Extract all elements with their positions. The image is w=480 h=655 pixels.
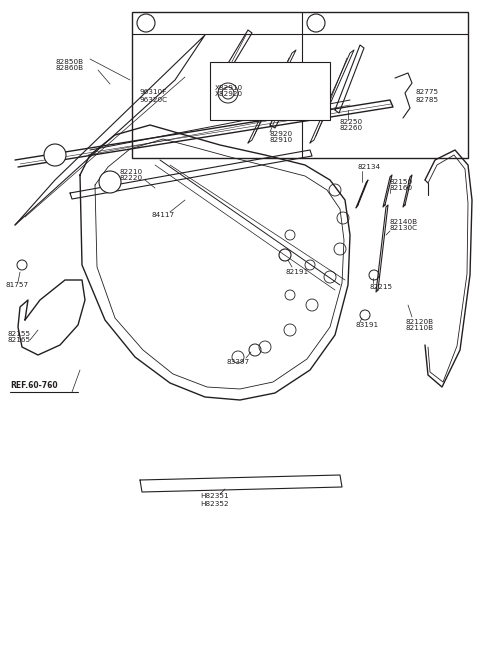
- Text: b: b: [107, 178, 113, 187]
- Text: 84117: 84117: [152, 212, 175, 218]
- Text: 82775
82785: 82775 82785: [415, 90, 438, 102]
- Text: 82134: 82134: [358, 164, 381, 170]
- Bar: [210, 62, 330, 120]
- Text: 82215: 82215: [370, 284, 393, 290]
- Text: 83397: 83397: [227, 359, 250, 365]
- Text: X82910
X82920: X82910 X82920: [215, 84, 243, 98]
- Text: b: b: [313, 18, 319, 28]
- Text: 82250
82260: 82250 82260: [340, 119, 363, 132]
- Text: 83191: 83191: [355, 322, 378, 328]
- Text: H82351
H82352: H82351 H82352: [201, 493, 229, 506]
- Circle shape: [307, 14, 325, 32]
- Text: 81757: 81757: [5, 282, 28, 288]
- Text: 82140B
82130C: 82140B 82130C: [390, 219, 418, 231]
- Text: a: a: [143, 18, 149, 28]
- Text: 82191: 82191: [285, 269, 308, 275]
- Text: 82150
82160: 82150 82160: [390, 179, 413, 191]
- Circle shape: [99, 171, 121, 193]
- Text: 82210
82220: 82210 82220: [120, 168, 143, 181]
- Circle shape: [137, 14, 155, 32]
- Text: a: a: [52, 151, 58, 160]
- Text: 82120B
82110B: 82120B 82110B: [405, 318, 433, 331]
- Text: 82155
82165: 82155 82165: [8, 331, 31, 343]
- Text: 96310F
96320C: 96310F 96320C: [140, 90, 168, 102]
- Text: REF.60-760: REF.60-760: [10, 381, 58, 390]
- Text: 82920
82910: 82920 82910: [270, 130, 293, 143]
- Circle shape: [44, 144, 66, 166]
- Text: 82850B
82860B: 82850B 82860B: [55, 58, 83, 71]
- Bar: [132, 12, 468, 158]
